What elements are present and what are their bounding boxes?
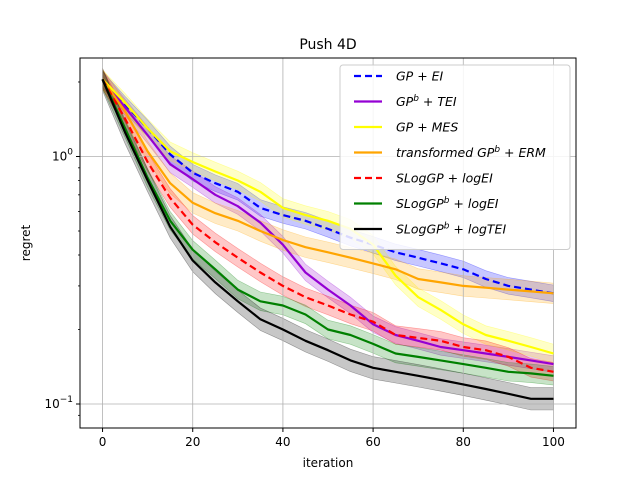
- x-tick-label: 20: [185, 435, 200, 449]
- series-line: [101, 78, 554, 295]
- legend-label: GP + EI: [396, 69, 444, 84]
- x-axis-ticks: 0 20 40 60 80 100: [99, 428, 565, 449]
- legend-label: transformed GPb + ERM: [396, 145, 546, 160]
- series-line: [101, 78, 554, 400]
- legend-box: [339, 64, 571, 250]
- y-axis-ticks: 100 10−1: [44, 81, 80, 416]
- legend: GP + EI GPb + TEI GP + MES transformed GPb …: [339, 64, 571, 250]
- series-line: [101, 78, 554, 295]
- chart-title: Push 4D: [299, 37, 356, 53]
- x-tick-label: 40: [275, 435, 290, 449]
- y-tick-label: 100: [52, 147, 73, 163]
- y-tick-label: 10−1: [44, 395, 73, 411]
- series-lines: [101, 78, 554, 400]
- x-tick-label: 100: [542, 435, 565, 449]
- legend-label: SLogGP + logEI: [396, 171, 493, 186]
- x-axis-label: iteration: [303, 456, 354, 470]
- x-tick-label: 0: [99, 435, 107, 449]
- x-tick-label: 80: [456, 435, 471, 449]
- legend-label: GP + MES: [396, 120, 458, 135]
- series-line: [101, 78, 554, 377]
- y-axis-label: regret: [19, 224, 33, 261]
- series-line: [101, 78, 554, 355]
- legend-label: SLogGPb + logEI: [396, 196, 499, 211]
- legend-label: GPb + TEI: [396, 94, 457, 109]
- plot-frame: [79, 57, 577, 429]
- series-line: [101, 78, 554, 373]
- legend-label: SLogGPb + logTEI: [396, 222, 506, 237]
- series-line: [101, 78, 554, 366]
- x-tick-label: 60: [365, 435, 380, 449]
